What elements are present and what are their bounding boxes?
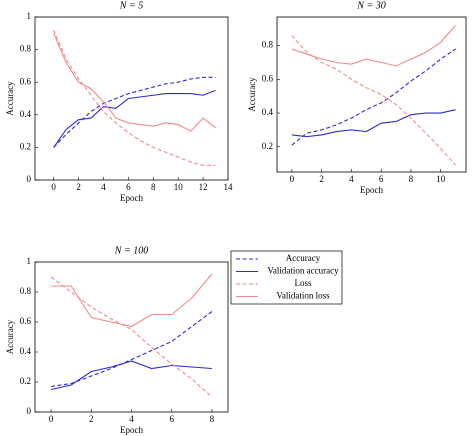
x-tick-label: 4 <box>101 182 106 192</box>
x-tick-label: 2 <box>319 174 324 184</box>
x-tick-label: 8 <box>210 414 215 424</box>
x-tick-label: 14 <box>224 182 234 192</box>
series-line <box>291 109 456 138</box>
series-line <box>53 89 216 148</box>
x-tick-label: 6 <box>169 414 174 424</box>
y-tick-label: 0.2 <box>262 141 273 151</box>
y-axis-label: Accuracy <box>247 77 257 112</box>
legend-label: Validation loss <box>276 291 330 301</box>
plot-frame <box>34 16 229 181</box>
chart-title: N = 30 <box>356 0 385 11</box>
x-tick-label: 0 <box>49 414 54 424</box>
x-axis-label: Epoch <box>120 193 143 203</box>
plot-frame <box>34 261 229 413</box>
y-tick-label: 0.8 <box>20 44 32 54</box>
legend-label: Validation accuracy <box>267 266 339 276</box>
y-tick-label: 0.2 <box>20 376 31 386</box>
series-line <box>53 76 216 148</box>
series-line <box>50 360 212 391</box>
x-axis-label: Epoch <box>120 425 143 435</box>
x-tick-label: 2 <box>89 414 94 424</box>
y-tick-label: 0.4 <box>262 107 274 117</box>
y-tick-label: 0.6 <box>20 316 32 326</box>
x-tick-label: 10 <box>436 174 446 184</box>
y-tick-label: 0 <box>27 174 32 184</box>
y-tick-label: 0.6 <box>20 76 32 86</box>
series-line <box>51 311 213 388</box>
legend-label: Accuracy <box>286 253 321 263</box>
x-tick-label: 12 <box>199 182 208 192</box>
x-tick-label: 4 <box>349 174 354 184</box>
x-tick-label: 10 <box>174 182 184 192</box>
y-tick-label: 0.8 <box>20 286 32 296</box>
y-tick-label: 1 <box>27 11 32 21</box>
legend-label: Loss <box>294 278 312 288</box>
legend-frame <box>230 250 343 305</box>
x-axis-label: Epoch <box>360 185 383 195</box>
series-line <box>53 29 216 166</box>
plot-frame <box>276 16 467 173</box>
y-tick-label: 0.2 <box>20 141 31 151</box>
y-tick-label: 0.4 <box>20 346 32 356</box>
x-tick-label: 6 <box>379 174 384 184</box>
x-tick-label: 6 <box>126 182 131 192</box>
y-tick-label: 0.4 <box>20 109 32 119</box>
y-axis-label: Accuracy <box>5 319 15 354</box>
x-tick-label: 0 <box>290 174 295 184</box>
series-line <box>291 48 456 146</box>
y-tick-label: 0.8 <box>262 40 274 50</box>
y-axis-label: Accuracy <box>5 81 15 116</box>
series-line <box>51 273 213 328</box>
y-tick-label: 1 <box>27 256 32 266</box>
chart-title: N = 100 <box>114 245 148 256</box>
x-tick-label: 8 <box>151 182 156 192</box>
y-tick-label: 0 <box>27 406 32 416</box>
chart-title: N = 5 <box>119 0 143 11</box>
x-tick-label: 0 <box>51 182 56 192</box>
x-tick-label: 4 <box>129 414 134 424</box>
y-tick-label: 0.6 <box>262 73 274 83</box>
series-line <box>291 35 456 166</box>
series-line <box>291 25 456 67</box>
series-line <box>53 33 216 132</box>
x-tick-label: 8 <box>409 174 414 184</box>
x-tick-label: 2 <box>76 182 81 192</box>
series-line <box>50 276 213 398</box>
